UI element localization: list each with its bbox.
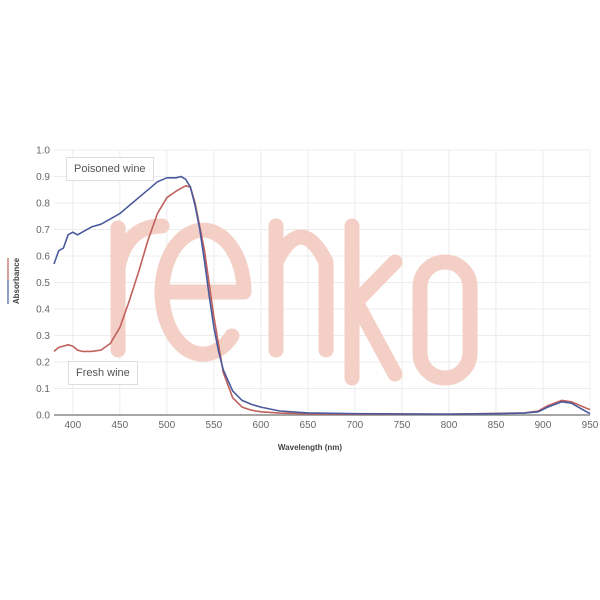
y-tick-label: 0.1 [36, 384, 50, 395]
x-tick-label: 850 [488, 420, 505, 431]
x-tick-label: 650 [300, 420, 317, 431]
y-tick-label: 0.0 [36, 411, 50, 422]
watermark-letter-k [344, 218, 403, 386]
y-tick-label: 0.8 [36, 199, 50, 210]
series-line-poisoned-wine [53, 175, 591, 415]
watermark-letter-n [268, 218, 334, 358]
x-tick-label: 500 [158, 420, 175, 431]
x-tick-label: 900 [535, 420, 552, 431]
y-tick-label: 0.4 [36, 305, 50, 316]
y-tick-label: 0.2 [36, 358, 50, 369]
x-tick-label: 450 [111, 420, 128, 431]
y-tick-label: 0.3 [36, 331, 50, 342]
x-tick-label: 750 [394, 420, 411, 431]
x-tick-label: 700 [347, 420, 364, 431]
y-axis-label-text: Absorbance [12, 257, 21, 305]
annotation-fresh-wine: Fresh wine [68, 361, 138, 385]
annotation-poisoned-wine: Poisoned wine [66, 157, 154, 181]
x-tick-label: 950 [582, 420, 599, 431]
x-tick-label: 550 [206, 420, 223, 431]
watermark-letter-o [412, 254, 478, 386]
watermark-letter-e [154, 222, 252, 362]
y-tick-label: 0.5 [36, 278, 50, 289]
y-tick-label: 0.9 [36, 172, 50, 183]
x-tick-label: 600 [253, 420, 270, 431]
y-tick-label: 0.7 [36, 225, 50, 236]
y-axis-label: Absorbance [12, 251, 22, 311]
y-tick-label: 1.0 [36, 146, 50, 157]
watermark-logo [110, 218, 478, 386]
x-axis-label: Wavelength (nm) [277, 443, 343, 452]
x-tick-label: 400 [64, 420, 81, 431]
x-tick-label: 800 [441, 420, 458, 431]
y-tick-label: 0.6 [36, 252, 50, 263]
